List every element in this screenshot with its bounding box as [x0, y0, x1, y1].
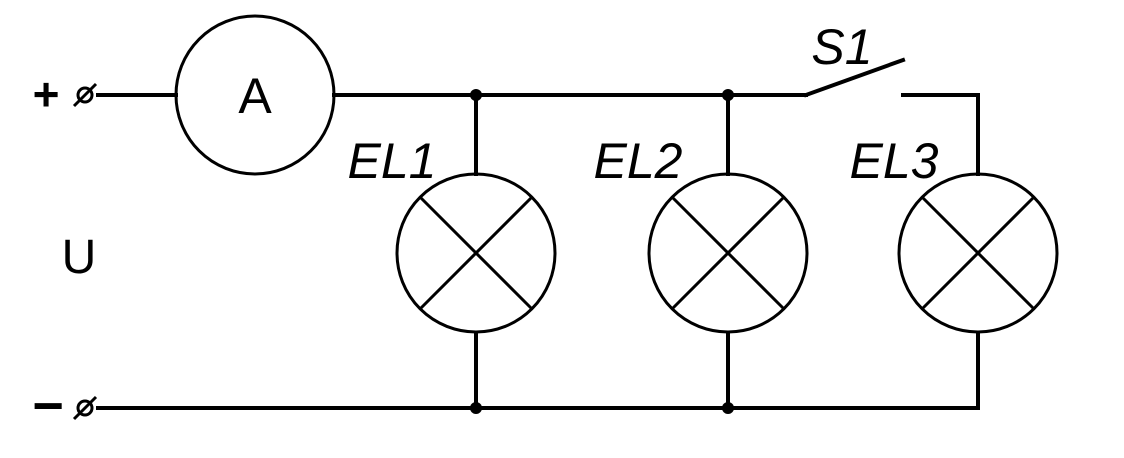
voltage-label: U [62, 231, 97, 284]
lamp-icon [395, 172, 557, 334]
lamp-label-el1: EL1 [348, 133, 437, 189]
lamp-icon [647, 172, 809, 334]
lamp-label-el3: EL3 [850, 133, 939, 189]
junction-dot [470, 402, 482, 414]
junction-dot [470, 89, 482, 101]
terminal-icon [72, 395, 98, 421]
ammeter-icon: A [174, 14, 336, 176]
plus-terminal-label: + [33, 68, 60, 120]
minus-terminal-label: − [32, 376, 64, 436]
junction-dot [722, 89, 734, 101]
switch-label: S1 [811, 19, 872, 75]
lamp-icon [897, 172, 1059, 334]
terminal-icon [72, 82, 98, 108]
junction-dot [722, 402, 734, 414]
switch-blade [803, 57, 906, 98]
ammeter-label: A [238, 68, 272, 124]
lamp-label-el2: EL2 [594, 133, 683, 189]
